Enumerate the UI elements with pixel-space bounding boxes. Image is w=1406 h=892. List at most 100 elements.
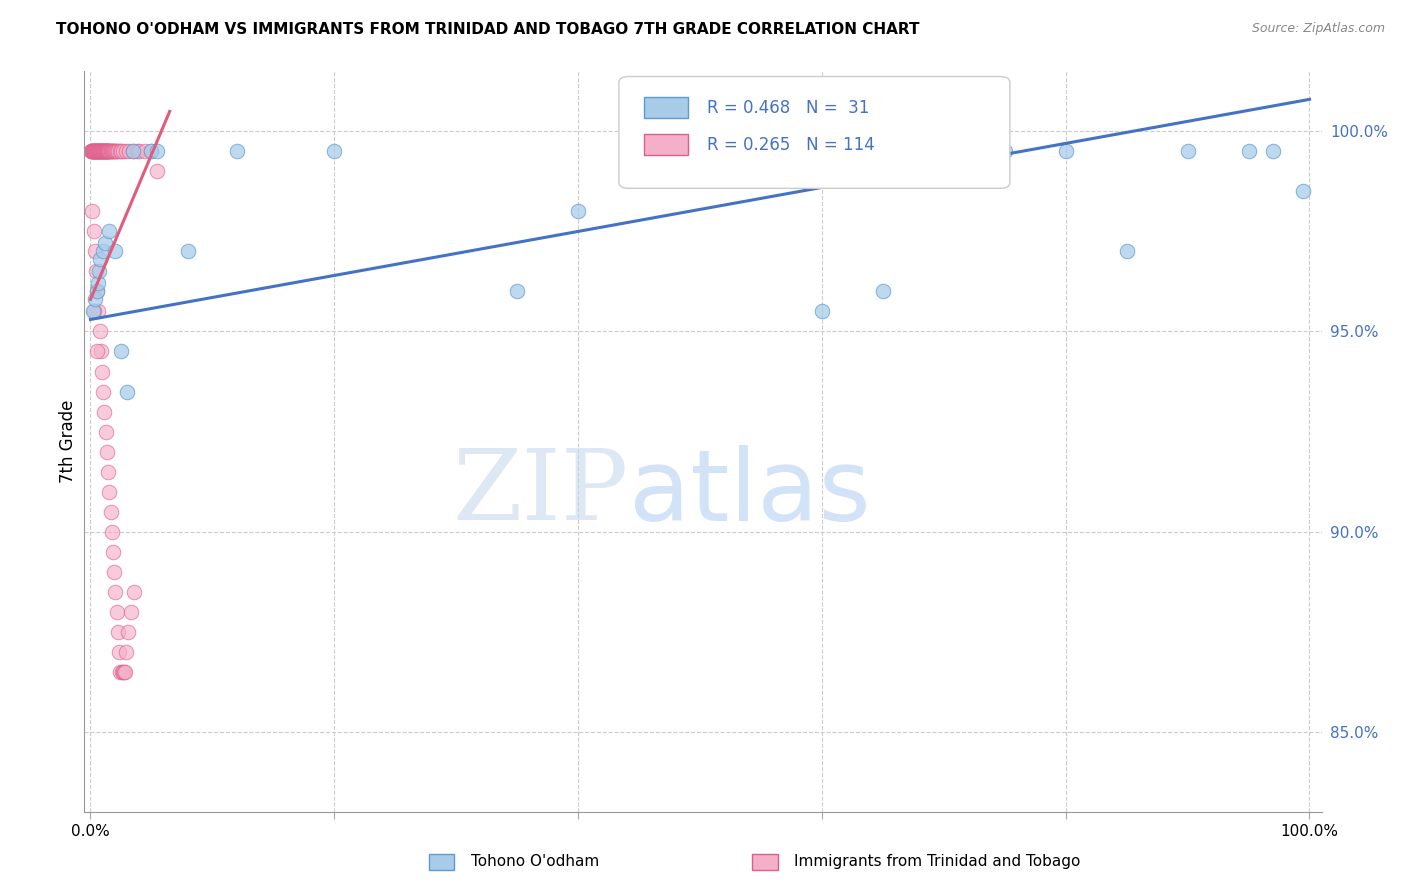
Point [141,145,163,159]
Point [86,145,108,159]
Point [80,145,103,159]
Point [110,665,132,679]
Point [124,584,146,599]
Point [125,145,148,159]
Point [84,145,107,159]
Point [141,145,163,159]
Point [103,145,125,159]
Point [103,565,125,579]
Point [86,285,108,299]
Point [83,244,105,259]
Point [89,145,111,159]
Point [82,145,104,159]
Point [108,645,131,659]
Point [96,145,118,159]
Point [110,344,132,359]
Point [94,145,117,159]
Point [97,145,120,159]
Point [82,304,104,318]
Point [83,224,105,238]
Point [101,524,124,539]
Point [94,145,117,159]
Point [108,145,131,159]
Point [118,145,141,159]
Point [112,665,135,679]
Point [86,145,108,159]
Point [90,145,112,159]
Point [122,145,145,159]
Point [93,145,115,159]
Point [87,145,110,159]
Text: Tohono O'odham: Tohono O'odham [471,855,599,869]
Point [96,145,118,159]
Point [323,145,346,159]
Point [110,145,132,159]
Point [567,204,589,219]
Point [80,145,103,159]
Point [97,145,120,159]
Point [98,484,121,499]
Point [105,145,128,159]
Point [1115,244,1137,259]
Point [86,344,108,359]
Point [86,285,108,299]
Point [90,145,112,159]
Point [96,145,118,159]
Point [100,145,122,159]
Point [104,244,127,259]
Point [120,605,142,619]
Point [94,425,117,439]
Point [91,145,114,159]
Point [83,145,105,159]
Point [82,145,104,159]
Bar [429,854,454,870]
Point [91,145,114,159]
Point [94,145,117,159]
Point [91,145,114,159]
Point [112,145,135,159]
Point [82,145,104,159]
Point [225,145,247,159]
Text: atlas: atlas [628,445,870,541]
Point [91,364,114,378]
Point [128,145,150,159]
Point [105,145,128,159]
Point [93,145,115,159]
Text: TOHONO O'ODHAM VS IMMIGRANTS FROM TRINIDAD AND TOBAGO 7TH GRADE CORRELATION CHAR: TOHONO O'ODHAM VS IMMIGRANTS FROM TRINID… [56,22,920,37]
Point [94,145,117,159]
Point [97,145,120,159]
Point [1054,145,1077,159]
Point [94,145,117,159]
Point [91,244,114,259]
Point [104,145,127,159]
Point [1261,145,1284,159]
Point [89,325,111,339]
Point [89,252,111,267]
Point [83,304,105,318]
Point [91,384,114,399]
Text: R = 0.265   N = 114: R = 0.265 N = 114 [707,136,875,153]
Point [97,465,120,479]
Point [94,236,117,251]
Point [115,645,138,659]
Point [146,145,169,159]
Point [111,665,134,679]
Point [87,277,110,291]
Point [994,145,1017,159]
Point [117,624,139,639]
FancyBboxPatch shape [619,77,1010,188]
Point [177,244,200,259]
Point [87,145,110,159]
Point [104,584,127,599]
Point [506,285,529,299]
Point [89,145,111,159]
Bar [644,135,688,155]
Point [87,145,110,159]
Point [98,145,121,159]
Point [110,665,132,679]
Point [80,145,103,159]
Point [101,544,124,558]
Point [93,145,115,159]
Point [93,145,115,159]
Point [105,605,128,619]
